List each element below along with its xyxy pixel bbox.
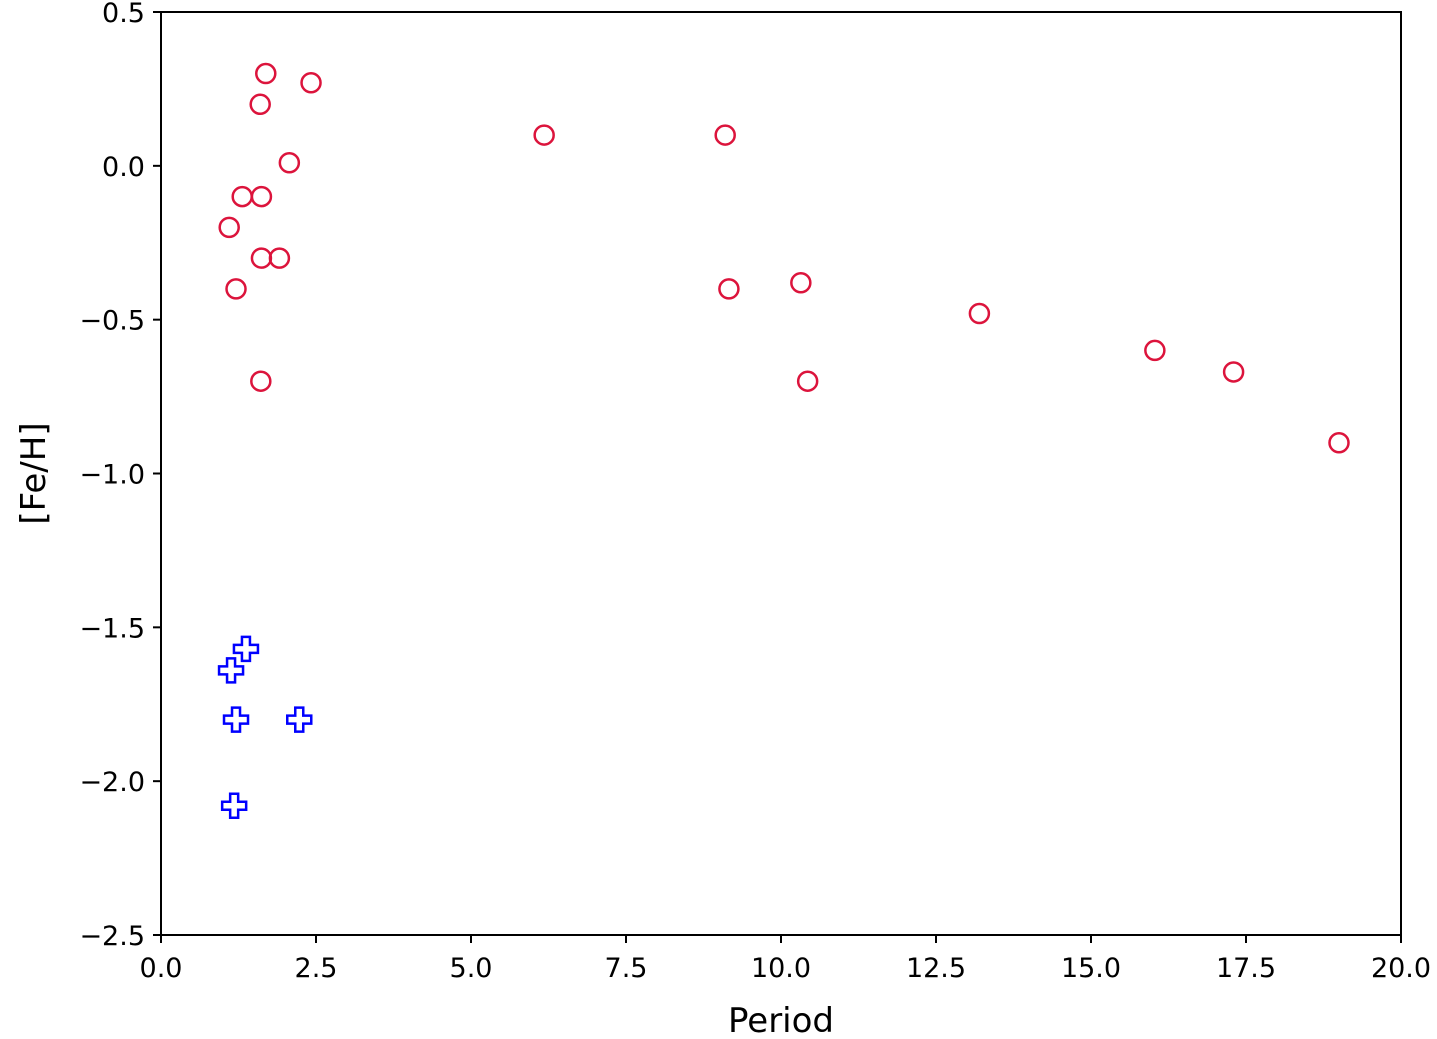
y-tick-label: −1.0 [79,460,145,491]
x-axis-label: Period [728,1001,834,1039]
plot-frame [160,11,1402,936]
y-axis-label: [Fe/H] [14,422,54,524]
data-point-circle [1222,361,1245,383]
x-tick-label: 7.5 [605,953,648,984]
x-tick-label: 15.0 [1061,953,1121,984]
data-point-circle [268,247,291,269]
data-point-circle [300,72,322,94]
data-point-circle [255,62,277,85]
y-tick-label: −0.5 [79,306,145,337]
data-point-circle [714,124,736,146]
data-point-plus [220,792,248,820]
x-tick-label: 5.0 [450,953,493,984]
data-point-circle [250,185,273,208]
y-tick-label: 0.0 [102,152,145,183]
x-axis: 0.0 2.5 5.0 7.5 10.0 12.5 15.0 17.5 20.0 [140,935,1431,984]
data-point-circle [790,271,812,294]
data-point-circle [231,185,253,208]
x-tick-label: 17.5 [1216,953,1276,984]
data-point-circle [1144,339,1166,362]
data-point-circle [968,302,991,325]
data-marks [217,62,1350,820]
data-point-circle [1328,431,1350,454]
y-axis: 0.5 0.0 −0.5 −1.0 −1.5 −2.0 −2.5 [79,0,161,952]
data-point-circle [225,278,247,300]
data-point-plus [217,657,245,684]
data-point-circle [218,216,240,239]
data-point-circle [533,124,555,146]
data-point-plus [222,706,250,733]
data-point-circle [278,152,301,174]
data-point-circle [250,370,272,392]
x-tick-label: 12.5 [906,953,966,984]
data-point-circle [796,370,819,392]
data-point-plus [232,635,260,663]
data-point-circle [249,93,271,116]
y-tick-label: 0.5 [102,0,145,29]
data-point-circle [718,278,740,300]
x-tick-label: 2.5 [295,953,338,984]
y-tick-label: −2.5 [79,921,145,952]
x-tick-label: 0.0 [140,953,183,984]
data-point-plus [286,706,313,733]
x-tick-label: 10.0 [751,953,811,984]
y-tick-label: −2.0 [79,767,145,798]
data-point-circle [250,247,273,269]
x-tick-label: 20.0 [1371,953,1431,984]
y-tick-label: −1.5 [79,613,145,644]
